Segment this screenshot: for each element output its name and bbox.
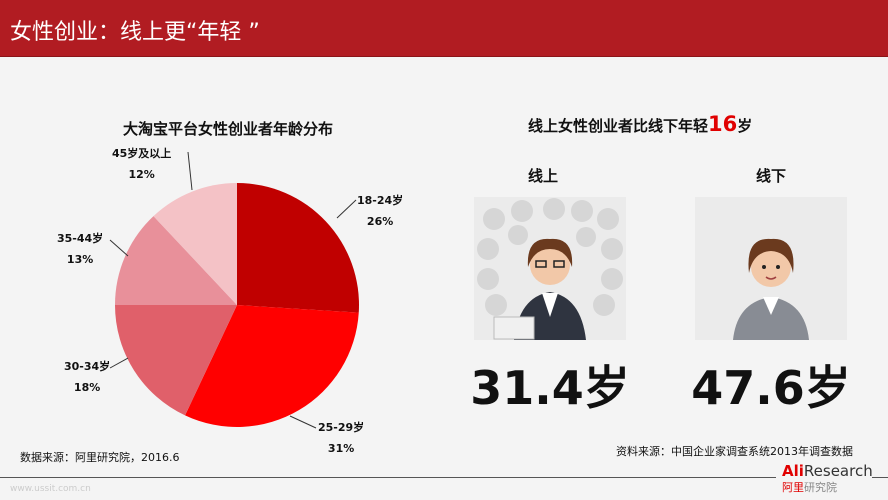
online-age: 31.4岁 [470,361,630,415]
label-35-44: 35-44岁 13% [57,232,104,266]
leader-line-1 [289,415,317,429]
leader-line-3 [109,239,129,257]
footer-divider-right [872,477,888,478]
pie-slice-1 [185,305,359,427]
offline-woman-illustration [695,197,847,340]
pie-slice-4 [153,183,237,305]
online-woman-illustration [474,197,626,340]
leader-line-2 [109,357,129,369]
page-title: 女性创业：线上更“年轻 ” [10,20,260,45]
left-source: 数据来源：阿里研究院，2016.6 [20,451,180,464]
offline-age: 47.6岁 [691,361,851,415]
label-25-29: 25-29岁 31% [318,421,365,455]
pie-slice-3 [115,216,237,305]
label-45-plus: 45岁及以上 12% [112,147,172,181]
pie-slice-0 [237,183,359,313]
leader-line-4 [187,151,193,191]
label-18-24: 18-24岁 26% [357,194,404,228]
header-bar: 女性创业：线上更“年轻 ” [0,0,888,57]
label-30-34: 30-34岁 18% [64,360,111,394]
right-title: 线上女性创业者比线下年轻16岁 [528,112,753,136]
pie-slice-2 [114,305,237,416]
aliresearch-logo: AliResearch 阿里研究院 [782,462,873,495]
offline-label: 线下 [756,167,787,185]
chart-title: 大淘宝平台女性创业者年龄分布 [123,120,334,138]
online-label: 线上 [528,167,559,185]
footer-divider [0,477,776,478]
watermark: www.ussit.com.cn [10,484,91,494]
leader-line-0 [336,199,357,219]
right-source: 资料来源：中国企业家调查系统2013年调查数据 [616,445,853,458]
